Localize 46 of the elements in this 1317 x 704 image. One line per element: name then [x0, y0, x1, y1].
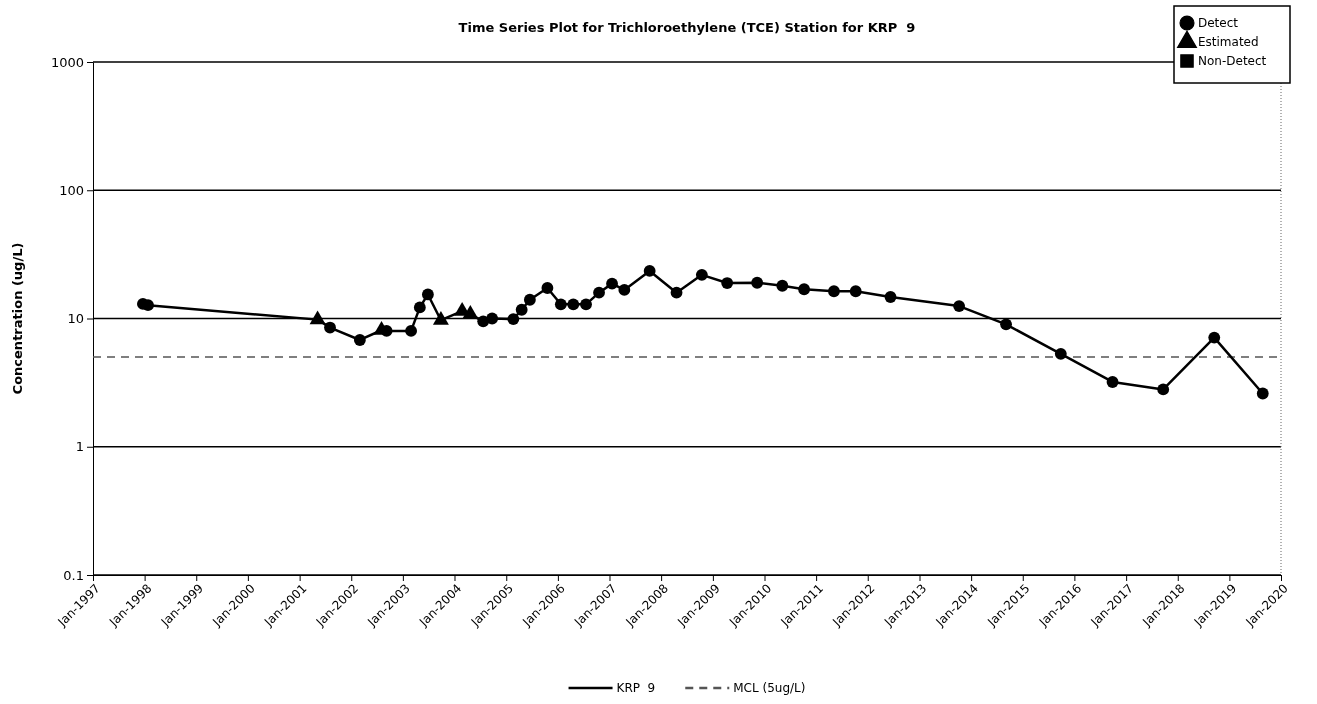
point — [1054, 347, 1067, 360]
point — [849, 285, 862, 298]
point — [670, 286, 683, 299]
point — [776, 279, 789, 292]
point — [618, 284, 631, 296]
y-axis-title: Concentration (ug/L) — [10, 242, 25, 395]
point — [828, 285, 840, 298]
y-tick-label: 100 — [59, 182, 84, 198]
y-tick-label: 1 — [75, 439, 84, 455]
y-tick-label: 0.1 — [63, 567, 84, 583]
point — [1106, 376, 1119, 388]
point — [1208, 331, 1221, 344]
point — [606, 277, 618, 290]
point — [554, 298, 567, 311]
legend-label: Detect — [1198, 16, 1239, 30]
chart-title: Time Series Plot for Trichloroethylene (TCE) Station for KRP 9 — [458, 20, 916, 35]
point — [593, 286, 605, 299]
point — [324, 321, 336, 334]
point — [507, 313, 520, 325]
point — [798, 283, 811, 296]
legend-label: Estimated — [1198, 35, 1259, 49]
point — [1000, 318, 1012, 331]
point — [405, 325, 417, 337]
point — [523, 293, 536, 306]
point — [643, 265, 656, 277]
point — [413, 301, 426, 314]
point — [142, 299, 154, 312]
point — [421, 288, 434, 301]
legend-label: KRP 9 — [616, 681, 656, 695]
y-tick-label: 10 — [67, 311, 84, 327]
point — [953, 300, 966, 312]
legend-label: MCL (5ug/L) — [733, 681, 806, 695]
point — [1256, 387, 1269, 400]
point — [541, 282, 554, 294]
point — [721, 277, 734, 289]
point — [567, 298, 580, 311]
point — [515, 303, 528, 316]
point — [486, 312, 499, 325]
legend-label: Non-Detect — [1198, 54, 1267, 68]
point — [751, 276, 764, 289]
point — [353, 334, 366, 346]
point — [580, 298, 592, 311]
y-tick-label: 1000 — [50, 54, 84, 70]
point — [695, 268, 708, 281]
point — [884, 291, 897, 303]
point — [1157, 383, 1170, 396]
